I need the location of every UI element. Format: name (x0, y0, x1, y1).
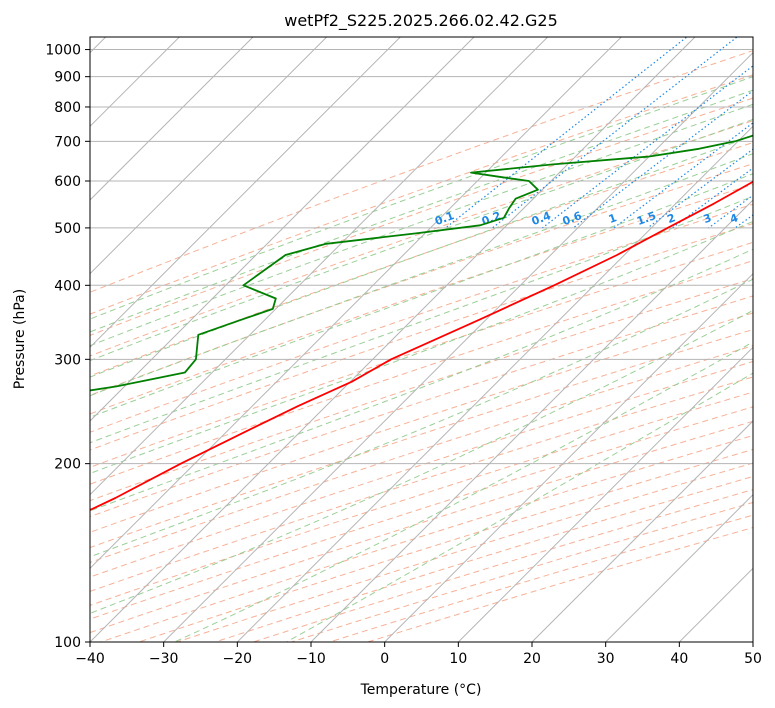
mixing-ratio-label: 0.6 (561, 209, 584, 228)
x-axis-label: Temperature (°C) (360, 682, 482, 698)
mixing-ratio-line (492, 37, 738, 229)
mixing-ratio-label: 2 (665, 211, 677, 226)
x-tick-label: 0 (380, 651, 389, 667)
dry-adiabat (90, 203, 753, 433)
dry-adiabat (90, 345, 753, 564)
y-tick-label: 200 (54, 457, 81, 473)
isotherm (531, 420, 753, 642)
dry-adiabat (90, 97, 753, 336)
isotherm (90, 37, 254, 201)
mixing-ratio-line (542, 65, 753, 229)
chart-title: wetPf2_S225.2025.266.02.42.G25 (284, 11, 558, 31)
dry-adiabat (90, 312, 753, 533)
isotherm (678, 567, 753, 642)
y-tick-label: 900 (54, 70, 81, 86)
mixing-ratio-line (734, 214, 753, 229)
x-tick-label: 50 (744, 651, 762, 667)
isotherm (604, 493, 753, 642)
moist-adiabat (90, 153, 753, 397)
dry-adiabat (90, 120, 753, 357)
mixing-ratio-label: 0.4 (530, 209, 553, 228)
mixing-ratio-line (613, 122, 753, 229)
dry-adiabat (90, 295, 753, 518)
dewpoint-line (90, 134, 753, 392)
mixing-ratio-label: 4 (728, 211, 740, 226)
isotherm (457, 346, 753, 642)
y-axis-label: Pressure (hPa) (12, 289, 28, 389)
dry-adiabat (90, 391, 753, 606)
x-tick-label: 10 (449, 651, 467, 667)
moist-adiabat (90, 118, 753, 362)
dry-adiabat (90, 241, 753, 468)
dry-adiabat (90, 420, 753, 634)
moist-adiabat (90, 76, 753, 320)
moist-adiabat (90, 220, 753, 474)
moist-adiabat (90, 278, 753, 558)
y-tick-label: 600 (54, 174, 81, 190)
dry-adiabat (90, 328, 753, 549)
isotherm (90, 37, 328, 275)
mixing-ratio-label: 1.5 (635, 209, 658, 228)
x-tick-label: 40 (670, 651, 688, 667)
mixing-ratio-line (445, 37, 688, 229)
x-tick-label: −40 (75, 651, 105, 667)
dry-adiabat (90, 183, 753, 415)
mixing-ratio-label: 0.1 (433, 209, 456, 228)
y-tick-label: 1000 (45, 43, 81, 59)
dry-adiabat (90, 163, 753, 396)
mixing-ratio-label: 6 (767, 211, 775, 226)
dry-adiabat (99, 434, 753, 642)
x-tick-label: −20 (223, 651, 253, 667)
x-tick-label: −30 (149, 651, 179, 667)
y-tick-label: 700 (54, 134, 81, 150)
dry-adiabat (289, 501, 753, 642)
dry-adiabat (90, 50, 753, 293)
dry-adiabat (90, 406, 753, 620)
mixing-ratio-label: 3 (702, 211, 714, 226)
y-tick-label: 800 (54, 100, 81, 116)
isotherm (90, 37, 623, 570)
dry-adiabat (90, 278, 753, 502)
y-tick-label: 300 (54, 352, 81, 368)
dry-adiabat (90, 74, 753, 315)
x-tick-label: −10 (296, 651, 326, 667)
y-tick-label: 400 (54, 278, 81, 294)
plot-frame (89, 36, 754, 643)
x-axis: −40 −30 −20 −10 0 10 20 30 40 50 (75, 642, 762, 667)
y-tick-label: 500 (54, 221, 81, 237)
x-tick-label: 20 (523, 651, 541, 667)
isotherm (90, 37, 181, 128)
y-tick-label: 100 (54, 635, 81, 651)
mixing-ratio-line (708, 194, 753, 229)
moist-adiabat (90, 195, 753, 444)
isotherm (90, 37, 549, 496)
dry-adiabat (90, 142, 753, 377)
dry-adiabat (90, 223, 753, 451)
y-axis: 1000 900 800 700 600 500 400 300 200 100 (45, 43, 90, 651)
mixing-ratio-label: 1 (607, 211, 619, 226)
background-lines: 0.10.20.40.611.52346810131620253036-100-… (90, 37, 775, 642)
dry-adiabat (90, 260, 753, 485)
temperature-line (90, 180, 753, 512)
isotherm (383, 272, 753, 642)
dry-adiabat (90, 376, 753, 592)
dry-adiabat (90, 360, 753, 578)
isotherm (236, 125, 753, 642)
isotherm (310, 199, 753, 642)
isotherm (90, 37, 696, 642)
isotherm (162, 51, 753, 642)
profile-series (90, 134, 753, 512)
isotherm (90, 37, 475, 422)
x-tick-label: 30 (597, 651, 615, 667)
